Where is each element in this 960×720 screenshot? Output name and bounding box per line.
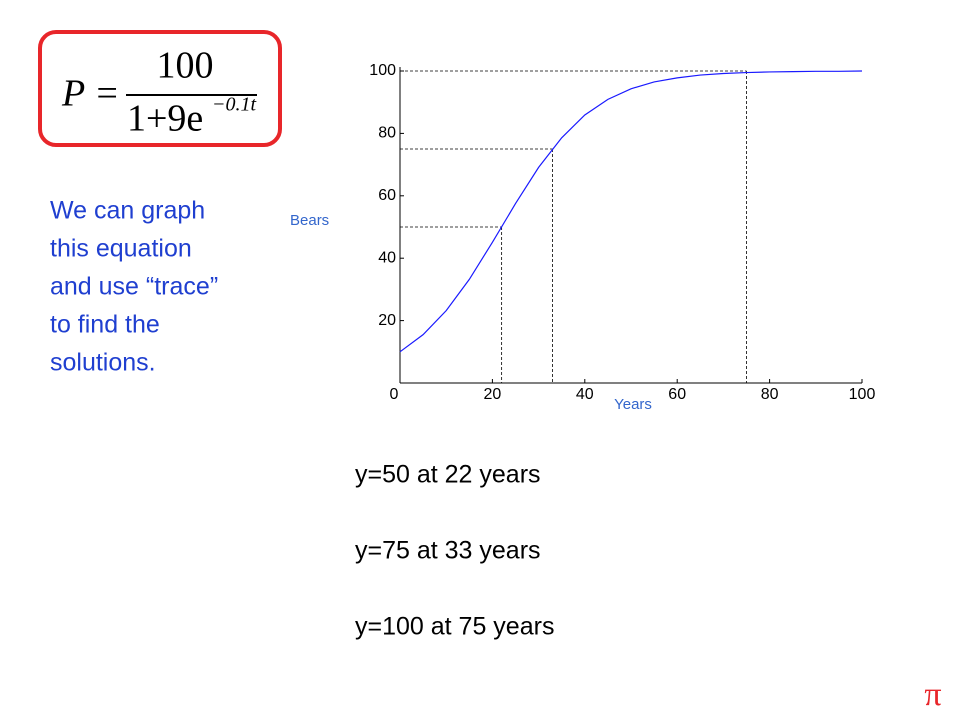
y-axis-label: Bears	[290, 212, 329, 229]
description: We can graph this equation and use “trace”…	[50, 197, 218, 377]
formula-box	[38, 30, 282, 147]
x-tick-label: 80	[761, 386, 779, 403]
y-tick-label: 60	[378, 187, 396, 204]
result-line: y=75 at 33 years	[355, 537, 541, 565]
y-tick-label: 80	[378, 125, 396, 142]
formula-exponent: −0.1t	[212, 94, 256, 116]
y-tick-label: 100	[369, 62, 396, 79]
x-tick-label: 40	[576, 386, 594, 403]
formula-lhs: P =	[61, 73, 120, 115]
curve	[399, 70, 863, 353]
results: y=50 at 22 years y=75 at 33 years y=100 at…	[355, 461, 554, 641]
pi-symbol: π	[924, 676, 941, 713]
x-tick-label: 0	[390, 386, 399, 403]
chart: 0 20 40 60 80 100 20 40 60 80 100 Years Bears	[290, 62, 875, 413]
x-tick-label: 20	[484, 386, 502, 403]
x-tick-label: 100	[849, 386, 876, 403]
formula-denominator: 1+9e	[127, 98, 203, 140]
description-line: this equation	[50, 235, 192, 263]
x-axis-label: Years	[614, 396, 652, 413]
y-tick-label: 40	[378, 249, 396, 266]
formula-numerator: 100	[157, 45, 214, 87]
x-tick-label: 60	[668, 386, 686, 403]
description-line: and use “trace”	[50, 273, 218, 301]
description-line: solutions.	[50, 349, 156, 377]
description-line: to find the	[50, 311, 160, 339]
y-tick-label: 20	[378, 312, 396, 329]
result-line: y=50 at 22 years	[355, 461, 541, 489]
result-line: y=100 at 75 years	[355, 613, 554, 641]
description-line: We can graph	[50, 197, 205, 225]
